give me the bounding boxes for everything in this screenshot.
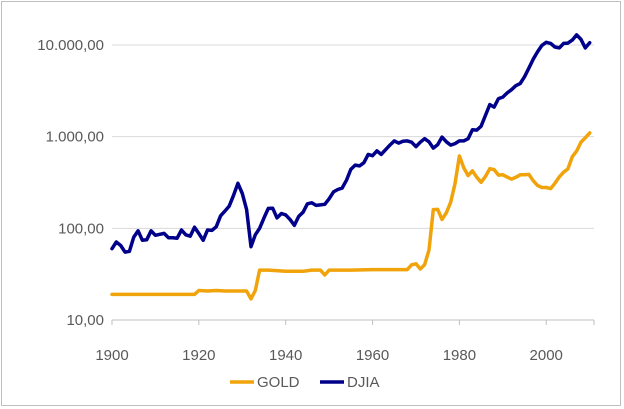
series-line-djia bbox=[110, 33, 592, 254]
y-axis-ticks: 10,00 100,00 1.000,00 10.000,00 bbox=[37, 37, 104, 329]
legend: GOLD DJIA bbox=[230, 374, 380, 391]
y-tick-label: 10.000,00 bbox=[37, 37, 104, 54]
x-tick-label: 2000 bbox=[530, 347, 563, 364]
y-tick-label: 10,00 bbox=[66, 312, 104, 329]
x-tick-label: 1900 bbox=[95, 347, 128, 364]
x-tick-label: 1920 bbox=[182, 347, 215, 364]
legend-label-djia: DJIA bbox=[347, 374, 380, 391]
gridlines bbox=[112, 44, 594, 321]
x-tick-label: 1980 bbox=[443, 347, 476, 364]
series-lines bbox=[110, 33, 592, 301]
x-tick-label: 1960 bbox=[356, 347, 389, 364]
x-axis-ticks: 1900 1920 1940 1960 1980 2000 bbox=[95, 320, 595, 364]
x-tick-label: 1940 bbox=[269, 347, 302, 364]
series-line-gold bbox=[110, 131, 592, 301]
y-tick-label: 1.000,00 bbox=[46, 129, 104, 146]
y-tick-label: 100,00 bbox=[58, 220, 104, 237]
legend-label-gold: GOLD bbox=[257, 374, 300, 391]
